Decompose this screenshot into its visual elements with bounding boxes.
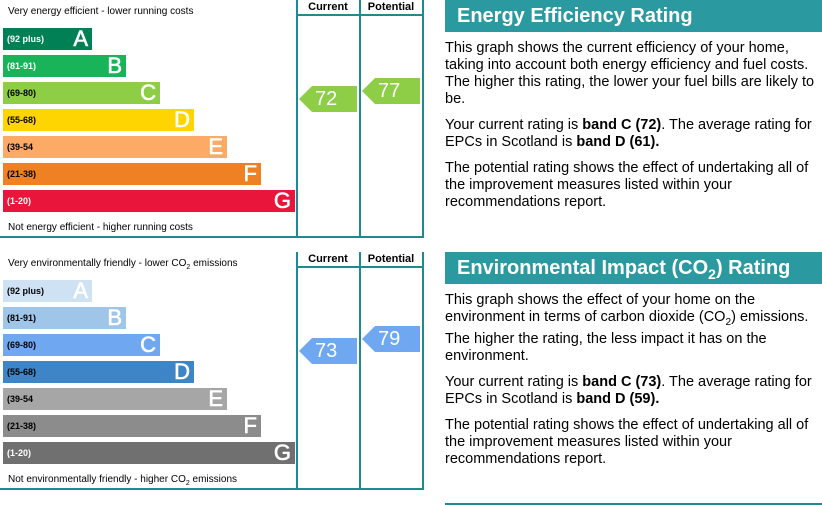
band-letter: B	[107, 53, 122, 78]
band-letter: D	[174, 359, 190, 384]
band-range: (55-68)	[7, 115, 37, 125]
potential-header: Potential	[367, 253, 415, 265]
band-g: (1-20) G	[3, 440, 295, 465]
band-range: (69-80)	[7, 88, 37, 98]
divider	[0, 488, 424, 490]
band-range: (21-38)	[7, 421, 37, 431]
divider	[445, 503, 822, 505]
band-range: (1-20)	[7, 448, 32, 458]
current-header: Current	[308, 253, 348, 265]
band-a: (92 plus) A	[3, 278, 92, 303]
current-header: Current	[308, 1, 348, 13]
band-letter: C	[140, 332, 156, 357]
potential-rating-value: 77	[378, 80, 401, 102]
band-g: (1-20) G	[3, 188, 295, 213]
divider	[422, 0, 424, 238]
band-letter: C	[140, 80, 156, 105]
environment-chart: Current Potential Very environmentally f…	[0, 252, 424, 490]
band-letter: F	[243, 413, 257, 438]
band-range: (92 plus)	[7, 286, 45, 296]
energy-paragraph-1: This graph shows the current efficiency …	[445, 40, 815, 107]
band-a: (92 plus) A	[3, 26, 92, 51]
band-e: (39-54 E	[3, 386, 227, 411]
top-label: Very energy efficient - lower running co…	[8, 6, 194, 17]
divider	[296, 14, 424, 16]
environment-paragraph-2: Your current rating is band C (73). The …	[445, 373, 812, 407]
potential-rating-value: 79	[378, 328, 401, 350]
band-c: (69-80) C	[3, 80, 160, 105]
top-label: Very environmentally friendly - lower CO…	[8, 258, 238, 271]
band-letter: B	[107, 305, 122, 330]
band-range: (69-80)	[7, 340, 37, 350]
band-letter: E	[208, 134, 223, 159]
band-b: (81-91) B	[3, 53, 126, 78]
band-f: (21-38) F	[3, 413, 261, 438]
environment-title: Environmental Impact (CO2) Rating	[445, 252, 822, 284]
environment-description: Environmental Impact (CO2) Rating This g…	[445, 252, 822, 468]
energy-description: Energy Efficiency Rating This graph show…	[445, 0, 822, 211]
divider	[422, 252, 424, 490]
band-range: (39-54	[7, 394, 34, 404]
energy-paragraph-2: Your current rating is band C (72). The …	[445, 117, 812, 150]
band-d: (55-68) D	[3, 107, 194, 132]
band-letter: A	[73, 26, 88, 51]
potential-header: Potential	[367, 1, 415, 13]
energy-chart: Current Potential Very energy efficient …	[0, 0, 424, 238]
environment-paragraph-3: The potential rating shows the effect of…	[445, 416, 809, 467]
band-letter: A	[73, 278, 88, 303]
band-range: (1-20)	[7, 196, 32, 206]
band-range: (21-38)	[7, 169, 37, 179]
band-c: (69-80) C	[3, 332, 160, 357]
band-range: (39-54	[7, 142, 34, 152]
divider	[296, 0, 298, 238]
band-d: (55-68) D	[3, 359, 194, 384]
band-range: (81-91)	[7, 61, 37, 71]
divider	[296, 252, 298, 490]
bottom-label: Not energy efficient - higher running co…	[8, 222, 193, 233]
band-letter: G	[273, 188, 292, 213]
energy-paragraph-3: The potential rating shows the effect of…	[445, 160, 809, 210]
band-letter: F	[243, 161, 257, 186]
band-range: (55-68)	[7, 367, 37, 377]
band-e: (39-54 E	[3, 134, 227, 159]
environment-paragraph-1: This graph shows the effect of your home…	[445, 292, 809, 364]
band-range: (81-91)	[7, 313, 37, 323]
band-f: (21-38) F	[3, 161, 261, 186]
current-rating-value: 73	[315, 340, 338, 362]
band-letter: E	[208, 386, 223, 411]
divider	[359, 252, 361, 490]
bottom-label: Not environmentally friendly - higher CO…	[8, 474, 238, 487]
band-letter: D	[174, 107, 190, 132]
band-letter: G	[273, 440, 292, 465]
current-rating-value: 72	[315, 88, 338, 110]
divider	[359, 0, 361, 238]
band-b: (81-91) B	[3, 305, 126, 330]
divider	[296, 266, 424, 268]
divider	[0, 236, 424, 238]
band-range: (92 plus)	[7, 34, 45, 44]
energy-title: Energy Efficiency Rating	[445, 0, 822, 32]
